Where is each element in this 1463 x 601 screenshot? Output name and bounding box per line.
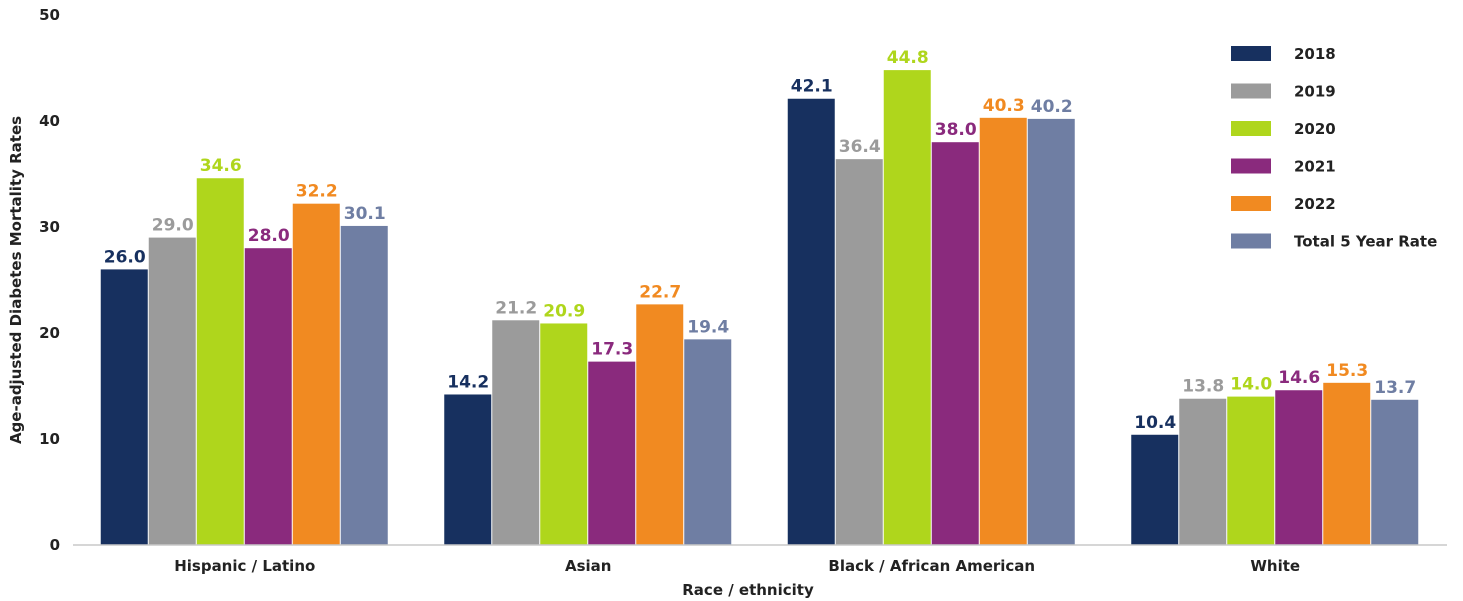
- x-tick-label: Hispanic / Latino: [174, 557, 315, 575]
- legend-label: 2018: [1294, 45, 1336, 63]
- data-label: 15.3: [1326, 361, 1368, 381]
- data-label: 30.1: [344, 204, 386, 224]
- data-label: 28.0: [248, 226, 290, 246]
- bar: [444, 394, 492, 545]
- data-label: 20.9: [543, 301, 585, 321]
- x-tick-label: Black / African American: [828, 557, 1035, 575]
- legend-swatch: [1231, 83, 1271, 99]
- data-label: 13.7: [1374, 378, 1416, 398]
- x-axis: Hispanic / Latino Asian Black / African Am…: [73, 544, 1447, 575]
- bar: [196, 178, 244, 546]
- bar: [540, 323, 588, 545]
- bars: [100, 70, 1419, 546]
- bar: [835, 159, 883, 545]
- data-label: 34.6: [200, 156, 242, 176]
- legend-label: 2019: [1294, 83, 1336, 101]
- legend-swatch: [1231, 46, 1271, 61]
- legend-swatch: [1231, 158, 1271, 174]
- data-label: 17.3: [591, 340, 633, 360]
- bar: [883, 70, 931, 546]
- data-label: 42.1: [791, 77, 833, 97]
- bar: [1275, 390, 1323, 545]
- y-tick-label: 0: [50, 536, 60, 554]
- bar: [1131, 434, 1179, 545]
- bar: [1179, 398, 1227, 545]
- y-axis-title: Age-adjusted Diabetes Mortality Rates: [7, 116, 25, 444]
- legend-label: 2020: [1294, 120, 1336, 138]
- data-label: 10.4: [1134, 413, 1176, 433]
- bar: [588, 361, 636, 545]
- x-axis-title: Race / ethnicity: [682, 581, 814, 599]
- data-label: 19.4: [687, 317, 729, 337]
- bar: [1227, 396, 1275, 545]
- legend-swatch: [1231, 233, 1271, 249]
- data-label: 40.3: [983, 96, 1025, 116]
- bar: [1027, 118, 1075, 545]
- bar: [684, 339, 732, 545]
- y-axis: 0 10 20 30 40 50: [39, 6, 60, 554]
- y-tick-label: 50: [39, 6, 60, 24]
- y-tick-label: 10: [39, 430, 60, 448]
- bar: [787, 98, 835, 546]
- bar: [148, 237, 196, 545]
- bar: [292, 203, 340, 545]
- bar: [492, 320, 540, 545]
- bar: [931, 142, 979, 545]
- x-tick-label: White: [1250, 557, 1300, 575]
- bar: [636, 304, 684, 545]
- data-label: 14.6: [1278, 368, 1320, 388]
- y-tick-label: 30: [39, 218, 60, 236]
- y-tick-label: 40: [39, 112, 60, 130]
- data-label: 32.2: [296, 182, 338, 202]
- legend-label: 2021: [1294, 158, 1336, 176]
- data-label: 13.8: [1182, 377, 1224, 397]
- legend: 2018 2019 2020 2021 2022 Total 5 Year Rate: [1231, 45, 1437, 251]
- legend-label: 2022: [1294, 195, 1336, 213]
- x-tick-label: Asian: [565, 557, 611, 575]
- data-label: 14.0: [1230, 375, 1272, 395]
- data-label: 14.2: [447, 372, 489, 392]
- bar: [100, 269, 148, 545]
- bar: [979, 117, 1027, 545]
- data-label: 40.2: [1031, 97, 1073, 117]
- data-label: 21.2: [495, 298, 537, 318]
- bar: [1323, 382, 1371, 545]
- data-labels: 26.0 29.0 34.6 28.0 32.2 30.1 14.2 21.2 20.9 17.3…: [104, 48, 1416, 433]
- bar: [244, 248, 292, 545]
- bar: [1371, 399, 1419, 545]
- data-label: 36.4: [839, 137, 881, 157]
- data-label: 44.8: [887, 48, 929, 68]
- data-label: 29.0: [152, 216, 194, 236]
- legend-label: Total 5 Year Rate: [1294, 233, 1437, 251]
- bar: [340, 225, 388, 545]
- data-label: 26.0: [104, 247, 146, 267]
- legend-swatch: [1231, 121, 1271, 136]
- data-label: 38.0: [935, 120, 977, 140]
- y-tick-label: 20: [39, 324, 60, 342]
- data-label: 22.7: [639, 282, 681, 302]
- legend-swatch: [1231, 196, 1271, 211]
